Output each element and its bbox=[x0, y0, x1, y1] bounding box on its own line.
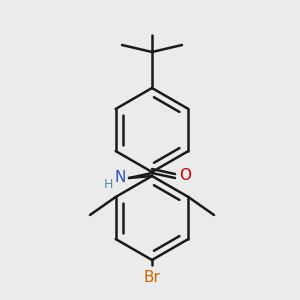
Text: O: O bbox=[179, 169, 191, 184]
Text: N: N bbox=[115, 170, 126, 185]
Text: Br: Br bbox=[144, 271, 160, 286]
Text: H: H bbox=[103, 178, 113, 190]
